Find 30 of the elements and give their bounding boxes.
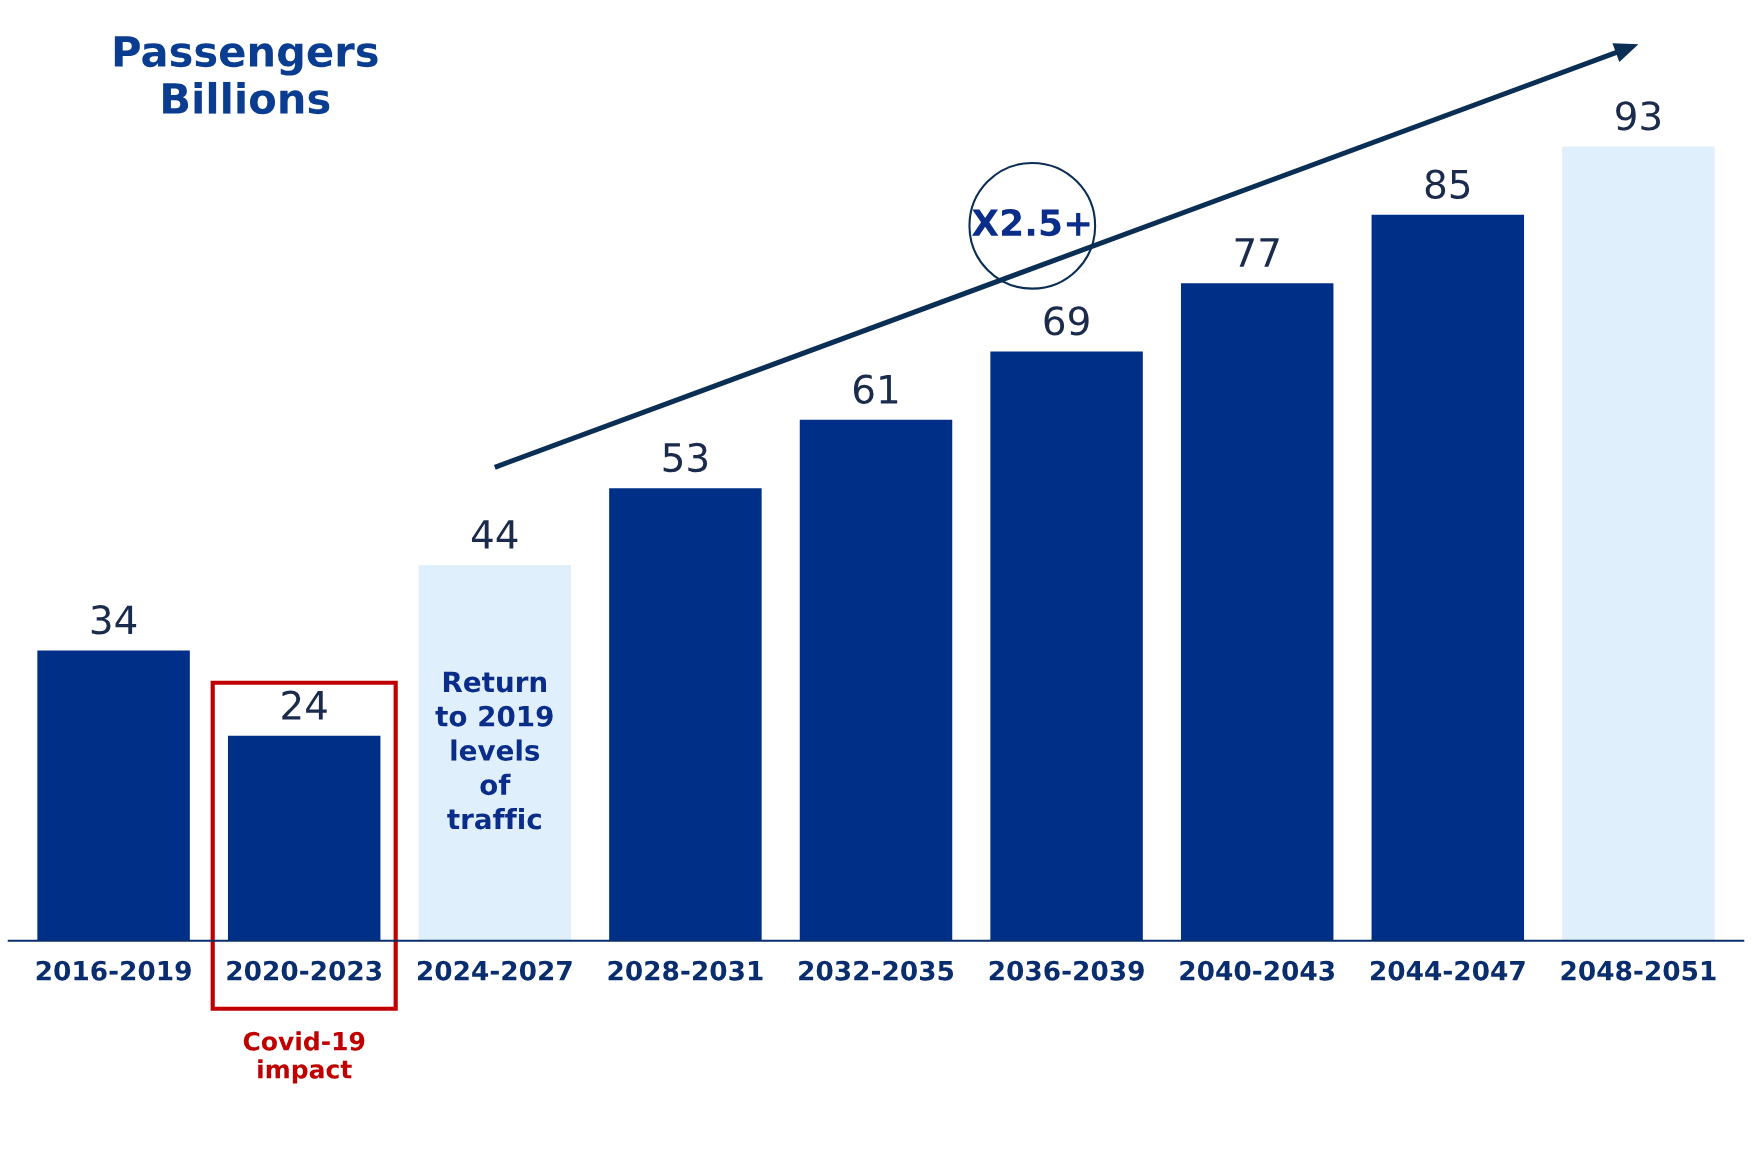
data-label: 61 [853,374,898,404]
x-tick-label: 2048-2051 [1561,960,1716,981]
x-tick-label: 2020-2023 [227,960,382,981]
data-label: 24 [282,690,327,720]
x-tick-label: 2016-2019 [36,960,191,981]
bar [990,351,1143,941]
bar [1180,283,1334,941]
data-label: 69 [1044,306,1089,336]
x-tick-label: 2028-2031 [608,960,763,981]
data-label: 34 [91,605,137,635]
x-tick-label: 2024-2027 [417,960,572,981]
x-tick-label: 2044-2047 [1370,960,1525,981]
annotation: Return to 2019 levels of traffic [435,671,553,830]
bar [799,419,953,941]
x-tick-label: 2040-2043 [1180,960,1335,981]
bar [1562,146,1715,941]
bar [37,650,190,941]
bar [418,564,572,941]
data-label: 44 [471,520,518,549]
bar [1371,214,1525,941]
chart-title: Passengers Billions [114,36,378,115]
bar [609,488,762,941]
x-tick-label: 2032-2035 [799,960,954,981]
data-label: 53 [663,442,708,473]
annotation: X2.5+ [971,208,1090,237]
data-label: 77 [1235,238,1279,267]
x-tick-label: 2036-2039 [989,960,1144,981]
text: Covid-19 impact [243,1031,365,1084]
data-label: 93 [1616,101,1661,131]
data-label: 85 [1425,169,1470,199]
